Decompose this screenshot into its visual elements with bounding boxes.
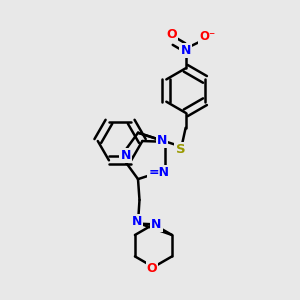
Text: N: N	[151, 218, 162, 231]
Text: O: O	[147, 262, 157, 275]
Text: =N: =N	[148, 166, 169, 179]
Text: N: N	[157, 134, 167, 147]
Text: N: N	[181, 44, 191, 57]
Text: N: N	[132, 215, 142, 228]
Text: N: N	[120, 149, 131, 162]
Text: S: S	[176, 142, 185, 156]
Text: O⁻: O⁻	[199, 30, 215, 43]
Text: O: O	[167, 28, 177, 41]
